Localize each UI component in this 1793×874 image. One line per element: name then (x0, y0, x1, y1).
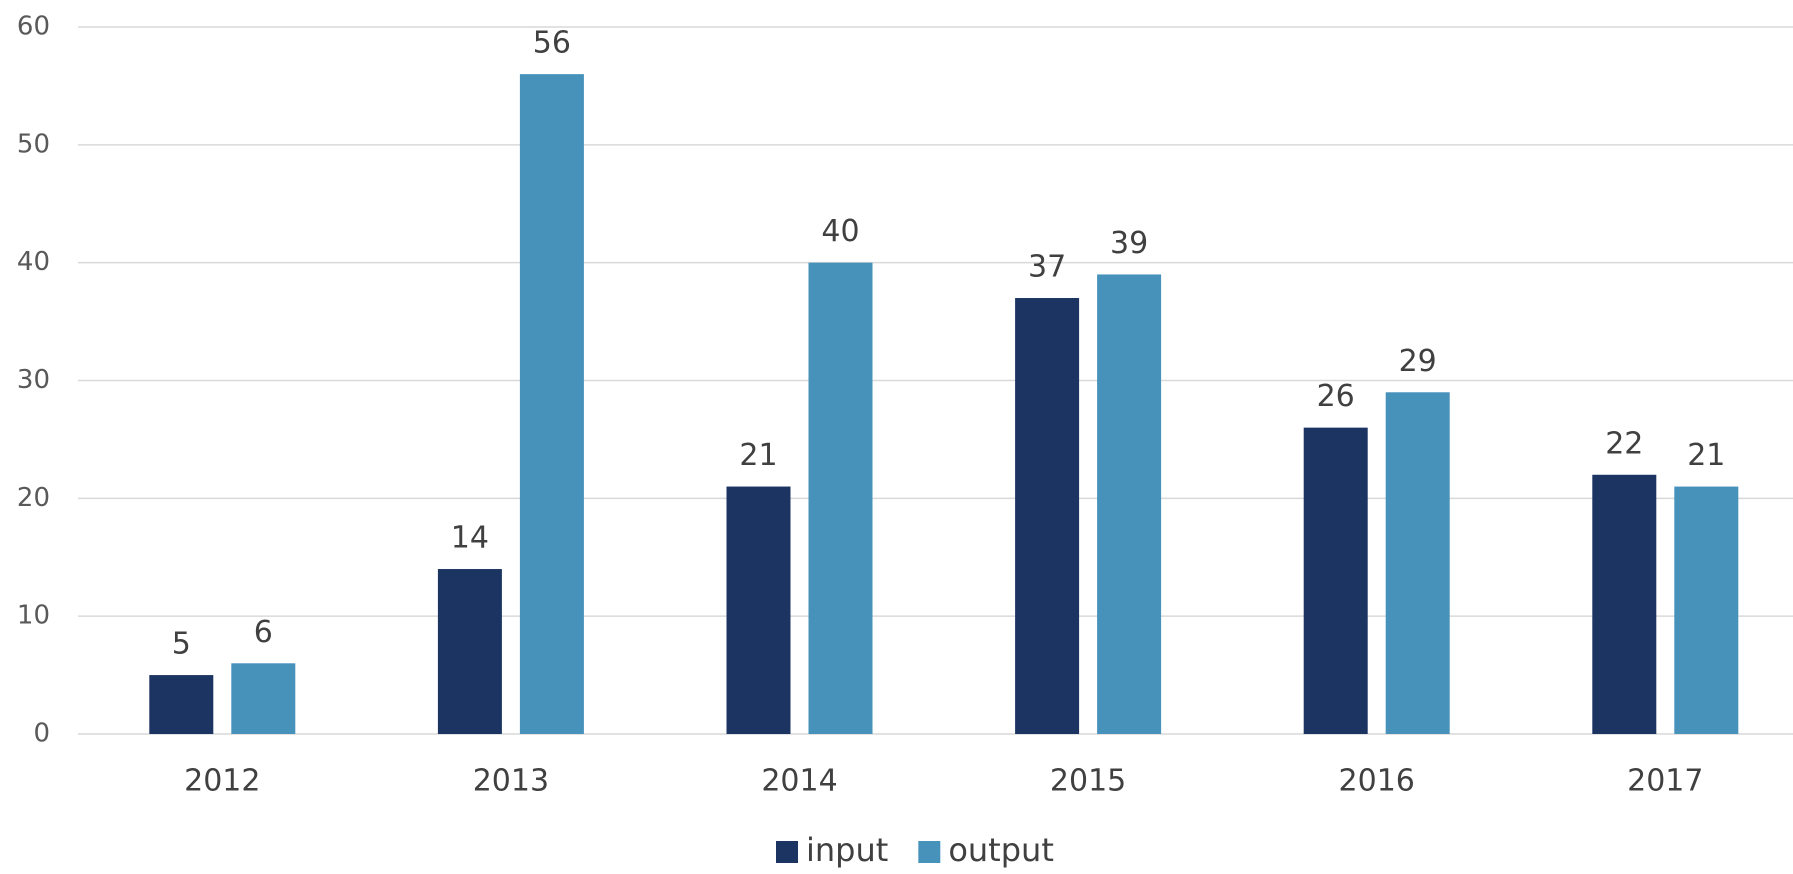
bar (519, 74, 584, 735)
data-label: 6 (254, 615, 273, 650)
data-label: 56 (533, 26, 571, 61)
y-tick-label: 60 (17, 12, 50, 42)
x-tick-label: 2017 (1627, 764, 1703, 799)
bar (808, 262, 873, 734)
data-label: 39 (1110, 226, 1148, 261)
legend-swatch (776, 841, 798, 863)
y-tick-label: 50 (17, 129, 50, 159)
legend-label: input (806, 831, 888, 869)
data-label: 26 (1317, 379, 1355, 414)
y-tick-label: 20 (17, 483, 50, 513)
legend-swatch (918, 841, 941, 863)
data-label: 40 (821, 214, 859, 249)
x-tick-label: 2016 (1339, 764, 1415, 799)
bar (1303, 427, 1368, 734)
bar (149, 675, 214, 734)
bar (1385, 392, 1450, 734)
data-label: 21 (1687, 438, 1725, 473)
y-tick-label: 40 (17, 247, 50, 277)
legend-label: output (948, 831, 1054, 869)
x-tick-label: 2015 (1050, 764, 1126, 799)
data-label: 29 (1399, 344, 1437, 379)
bar (437, 569, 502, 734)
data-label: 37 (1028, 250, 1066, 285)
data-label: 21 (739, 438, 777, 473)
x-tick-label: 2012 (184, 764, 260, 799)
bar (1592, 474, 1657, 734)
bar (231, 663, 296, 734)
x-tick-label: 2013 (473, 764, 549, 799)
data-label: 22 (1605, 426, 1643, 461)
bar (726, 486, 791, 734)
x-tick-label: 2014 (761, 764, 837, 799)
y-tick-label: 0 (33, 719, 50, 749)
data-label: 14 (451, 521, 489, 556)
y-tick-label: 10 (17, 601, 50, 631)
y-tick-label: 30 (17, 365, 50, 395)
bar (1097, 274, 1162, 734)
bar (1674, 486, 1739, 734)
data-label: 5 (172, 627, 191, 662)
bar (1015, 298, 1080, 734)
